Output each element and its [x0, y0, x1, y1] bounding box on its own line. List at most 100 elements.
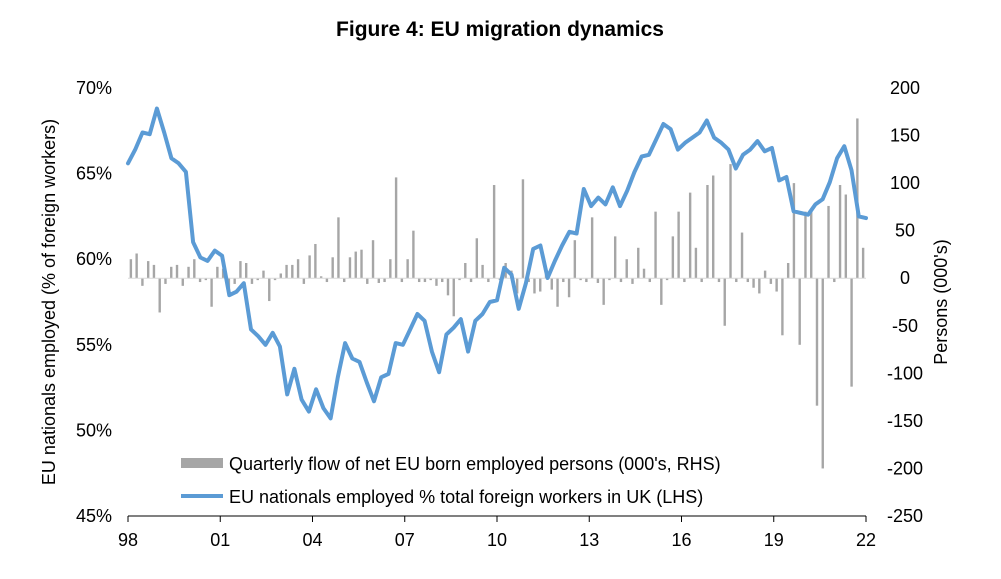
bar [354, 251, 357, 279]
bar [671, 236, 675, 279]
line-point [800, 212, 802, 214]
line-point [706, 120, 708, 122]
line-point [561, 245, 563, 247]
bar [706, 185, 709, 279]
bar [423, 278, 427, 283]
bar [152, 264, 156, 279]
bar [319, 276, 323, 279]
line-point [547, 277, 549, 279]
line-point [778, 179, 780, 181]
right-tick-label: -50 [892, 316, 918, 336]
bar [193, 259, 196, 279]
bar [389, 259, 392, 279]
line-point [264, 344, 266, 346]
line-point [467, 351, 469, 353]
bar [452, 278, 455, 317]
left-tick-label: 60% [76, 249, 112, 269]
x-tick-label: 98 [118, 530, 138, 550]
legend-bar-swatch [181, 458, 223, 468]
bar [146, 261, 150, 279]
line-point [554, 260, 556, 262]
line-point [742, 154, 744, 156]
line-point [286, 393, 288, 395]
bar [412, 230, 415, 279]
bar [170, 266, 173, 279]
bar [665, 278, 669, 281]
line-point [576, 233, 578, 235]
bar [308, 255, 311, 279]
line-point [677, 149, 679, 151]
left-tick-label: 50% [76, 420, 112, 440]
line-point [626, 190, 628, 192]
line-point [402, 344, 404, 346]
bar [158, 278, 161, 313]
line-point [250, 328, 252, 330]
line-point [409, 328, 411, 330]
bar [792, 183, 796, 279]
line-point [257, 335, 259, 337]
line-point [373, 400, 375, 402]
bar [619, 278, 623, 283]
x-tick-label: 19 [764, 530, 784, 550]
bar [164, 278, 167, 284]
bar [348, 257, 352, 279]
line-point [482, 313, 484, 315]
line-point [149, 133, 151, 135]
line-point [590, 205, 592, 207]
bar [135, 253, 138, 279]
bar [815, 278, 819, 406]
bar [821, 278, 824, 469]
bar [441, 278, 444, 283]
line-point [322, 407, 324, 409]
bar [262, 270, 265, 279]
line-point [134, 149, 136, 151]
bar [481, 264, 484, 279]
bar [539, 278, 542, 292]
line-point [785, 176, 787, 178]
bar [533, 278, 536, 294]
right-tick-label: 150 [890, 126, 920, 146]
bar [492, 185, 496, 279]
left-axis-ticks: 70% 65% 60% 55% 50% 45% [76, 78, 112, 526]
bar [827, 205, 830, 279]
bar [314, 243, 317, 279]
line-point [460, 318, 462, 320]
bar [360, 249, 363, 279]
bar [521, 179, 525, 279]
bar [406, 259, 409, 279]
right-tick-label: 50 [895, 221, 915, 241]
line-point [851, 169, 853, 171]
bar [429, 278, 432, 281]
line-point [684, 142, 686, 144]
bar [210, 278, 213, 307]
line-point [771, 147, 773, 149]
line-point [170, 157, 172, 159]
left-tick-label: 70% [76, 78, 112, 98]
bar [590, 217, 594, 279]
bar [602, 278, 605, 305]
bar [700, 278, 703, 283]
right-tick-label: 200 [890, 78, 920, 98]
legend-bar-label: Quarterly flow of net EU born employed p… [229, 454, 721, 474]
line-point [756, 140, 758, 142]
line-point [539, 245, 541, 247]
bar [740, 232, 744, 279]
bar [343, 278, 346, 283]
bar [487, 278, 490, 283]
line-point [713, 137, 715, 139]
line-point [612, 186, 614, 188]
bar [861, 247, 865, 279]
line-point [163, 132, 165, 134]
bar [786, 263, 790, 279]
line-point [185, 171, 187, 173]
legend-line-label: EU nationals employed % total foreign wo… [229, 487, 703, 507]
bar [694, 247, 698, 279]
bar [204, 278, 208, 281]
bar [798, 278, 801, 345]
line-point [518, 308, 520, 310]
bar [446, 278, 450, 296]
line-point [178, 162, 180, 164]
bar [244, 263, 248, 279]
bar [273, 278, 277, 281]
right-tick-label: 0 [900, 268, 910, 288]
